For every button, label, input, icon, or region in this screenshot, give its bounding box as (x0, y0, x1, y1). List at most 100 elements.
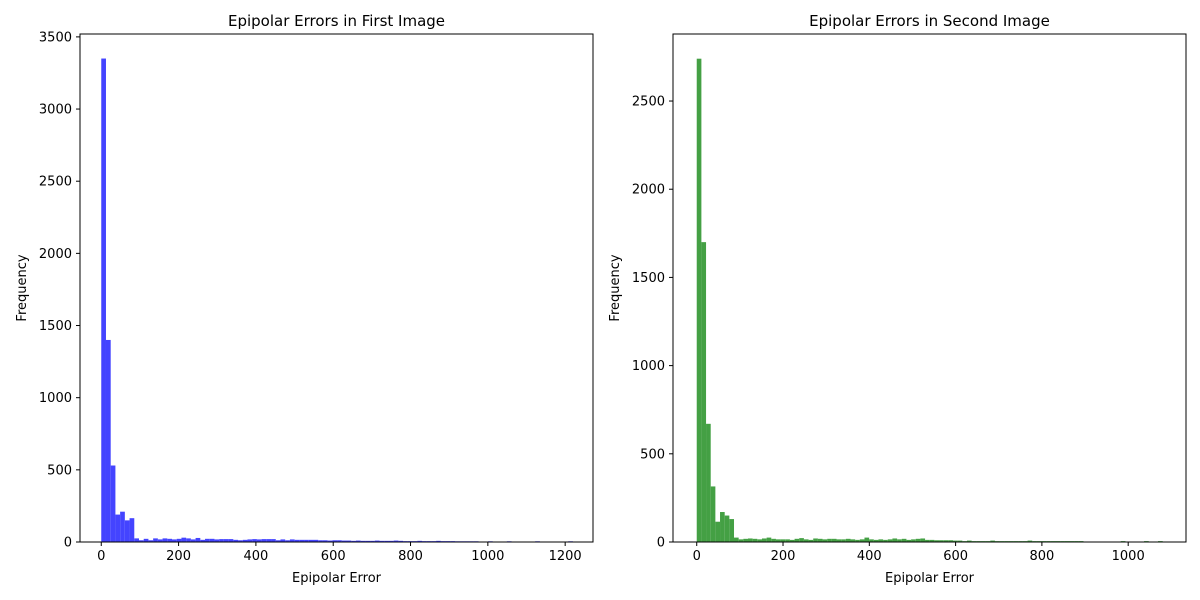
histogram-bar (915, 538, 921, 542)
histogram-bar (752, 538, 758, 542)
histogram-bar (710, 486, 716, 542)
histogram-bar (766, 537, 772, 542)
histogram-bar (275, 540, 281, 542)
x-tick-label: 1200 (549, 549, 582, 564)
histogram-bar (242, 539, 248, 542)
histogram-bar (789, 539, 795, 542)
histogram-bar (388, 540, 394, 542)
histogram-bar (436, 540, 441, 542)
histogram-bar (252, 539, 257, 542)
axis-ticks: 0 200 400 600 800 1000 0 500 1000 1500 2000 2500 (632, 95, 1145, 564)
histogram-bar (337, 540, 342, 542)
histogram-bar (384, 540, 389, 542)
histogram-bar (219, 539, 224, 542)
histogram-bar (696, 58, 702, 542)
histogram-bar (346, 540, 352, 542)
histogram-bar (341, 540, 347, 542)
axis-ticks: 0 200 400 600 800 1000 1200 0 500 1000 1500 2000 250… (39, 30, 582, 564)
chart-first-image: Epipolar Errors in First Image Epipolar … (15, 12, 594, 586)
histogram-bar (873, 539, 879, 542)
x-tick-label: 600 (943, 549, 968, 564)
histogram-bar (299, 539, 305, 542)
y-tick-label: 2000 (632, 183, 665, 198)
histogram-bar (176, 538, 182, 542)
histogram-bar (398, 540, 404, 542)
y-axis-label: Frequency (608, 254, 623, 321)
y-tick-label: 1000 (632, 359, 665, 374)
histogram-bar (859, 539, 865, 542)
x-tick-label: 1000 (471, 549, 504, 564)
histogram-bar (214, 539, 220, 542)
histogram-bar (379, 540, 385, 542)
histogram-bars (101, 58, 573, 543)
histogram-bar (195, 537, 201, 542)
histogram-bar (855, 539, 860, 542)
histogram-bar (365, 540, 371, 542)
histogram-bar (771, 538, 776, 542)
histogram-bar (181, 537, 187, 542)
y-tick-label: 0 (657, 536, 665, 551)
histogram-bar (322, 540, 328, 542)
y-axis-label: Frequency (15, 254, 30, 321)
histogram-bar (738, 539, 744, 542)
histogram-bar (808, 539, 814, 542)
histogram-bar (294, 539, 300, 542)
histogram-bar (313, 539, 319, 542)
histogram-bar (785, 539, 790, 542)
histogram-bar (957, 540, 963, 542)
histogram-bar (836, 539, 842, 542)
histogram-bar (897, 539, 902, 542)
histogram-bar (129, 518, 135, 542)
y-tick-label: 1000 (39, 391, 72, 406)
histogram-bar (172, 539, 177, 542)
x-tick-label: 1000 (1112, 549, 1145, 564)
x-tick-label: 0 (97, 549, 105, 564)
histogram-bar (157, 539, 163, 542)
histogram-bar (799, 538, 804, 542)
chart-title: Epipolar Errors in First Image (228, 12, 445, 30)
histogram-bar (943, 540, 949, 542)
histogram-bar (228, 539, 234, 542)
x-tick-label: 600 (321, 549, 346, 564)
histogram-bar (266, 539, 272, 542)
histogram-bar (101, 58, 106, 543)
y-tick-label: 2500 (632, 95, 665, 110)
histogram-bar (205, 538, 210, 542)
histogram-bar (304, 539, 309, 542)
histogram-bar (162, 538, 168, 542)
histogram-bar (285, 540, 290, 542)
histogram-bar (289, 539, 295, 542)
y-tick-label: 2500 (39, 175, 72, 190)
histogram-bar (775, 539, 781, 542)
histogram-bar (148, 540, 154, 542)
histogram-bar (327, 540, 333, 542)
histogram-bar (845, 538, 851, 542)
chart-second-image: Epipolar Errors in Second Image Epipolar… (608, 12, 1187, 586)
histogram-bar (747, 538, 753, 542)
histogram-bar (934, 540, 940, 542)
histogram-bar (813, 538, 818, 542)
x-tick-label: 800 (398, 549, 423, 564)
histogram-bar (1027, 540, 1033, 542)
histogram-bar (878, 539, 884, 542)
plot-frame (672, 33, 1187, 543)
histogram-bar (223, 539, 229, 542)
histogram-bar (143, 538, 149, 542)
x-tick-label: 200 (771, 549, 796, 564)
chart-title: Epipolar Errors in Second Image (809, 12, 1050, 30)
histogram-bar (817, 538, 823, 542)
histogram-bar (238, 540, 243, 542)
histogram-bar (939, 540, 944, 542)
y-tick-label: 1500 (39, 319, 72, 334)
histogram-bar (138, 540, 144, 542)
histogram-bar (948, 540, 954, 542)
histogram-bar (247, 539, 253, 542)
histogram-bar (729, 519, 735, 542)
histogram-bar (351, 540, 356, 542)
y-tick-label: 2000 (39, 247, 72, 262)
histogram-bar (120, 511, 125, 542)
histogram-bar (261, 539, 267, 542)
histogram-bar (200, 539, 206, 542)
histogram-bar (308, 539, 314, 542)
histogram-bar (757, 539, 762, 542)
